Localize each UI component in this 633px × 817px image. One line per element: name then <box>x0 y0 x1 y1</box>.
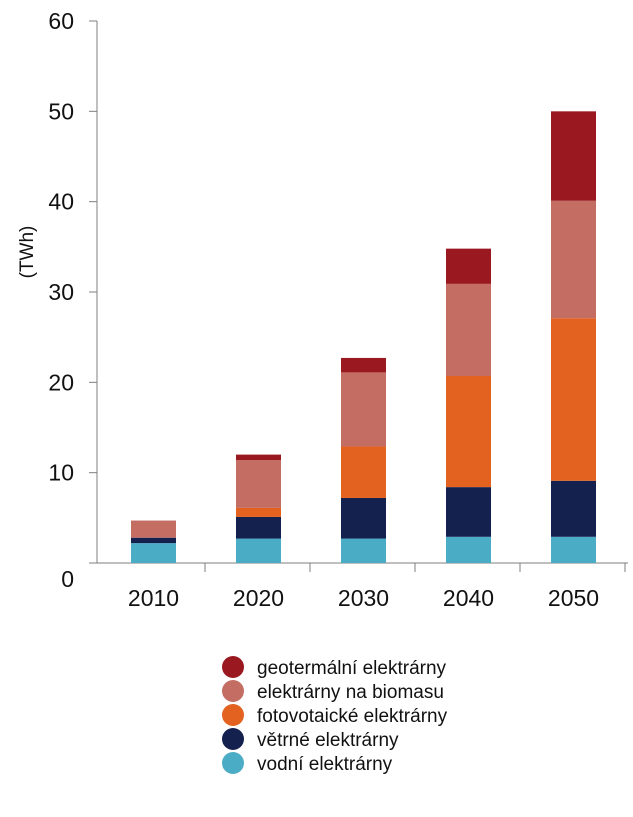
legend-marker <box>222 680 244 702</box>
bar-segment <box>341 357 386 373</box>
bar-segment <box>236 516 281 539</box>
y-tick-label: 30 <box>48 279 74 305</box>
bar-segment <box>551 536 596 563</box>
x-tick-label: 2020 <box>233 585 284 611</box>
bar-segment <box>341 372 386 447</box>
legend-label: elektrárny na biomasu <box>257 682 444 703</box>
bar-segment <box>446 283 491 377</box>
bar-segment <box>551 480 596 537</box>
bar-segment <box>341 538 386 563</box>
legend-label: geotermální elektrárny <box>257 658 447 679</box>
x-tick-label: 2030 <box>338 585 389 611</box>
bar-segment <box>551 111 596 201</box>
bar-segment <box>341 497 386 539</box>
bar-segment <box>131 537 176 544</box>
y-tick-label: 40 <box>48 189 74 215</box>
legend-marker <box>222 728 244 750</box>
legend-label: vodní elektrárny <box>257 754 393 775</box>
legend-marker <box>222 752 244 774</box>
bar-segment <box>446 536 491 563</box>
bar-segment <box>446 487 491 537</box>
y-tick-label: 50 <box>48 98 74 124</box>
bar-segment <box>551 318 596 481</box>
legend-marker <box>222 704 244 726</box>
y-tick-label: 60 <box>48 8 74 34</box>
y-tick-label: 10 <box>48 460 74 486</box>
bar-segment <box>341 446 386 498</box>
bar-segment <box>551 200 596 319</box>
bar-segment <box>131 543 176 563</box>
y-axis-label: (TWh) <box>17 226 38 279</box>
bar-segment <box>131 520 176 538</box>
bar-segment <box>236 460 281 508</box>
bar-segment <box>446 248 491 284</box>
bar-segment <box>236 454 281 461</box>
legend-label: fotovotaické elektrárny <box>257 706 448 727</box>
x-tick-label: 2040 <box>443 585 494 611</box>
x-tick-label: 2050 <box>548 585 599 611</box>
bar-segment <box>236 538 281 563</box>
legend-label: větrné elektrárny <box>257 730 399 751</box>
bar-segment <box>236 507 281 517</box>
legend-marker <box>222 656 244 678</box>
x-tick-label: 2010 <box>128 585 179 611</box>
y-tick-label: 0 <box>61 566 74 592</box>
bar-segment <box>446 376 491 488</box>
y-tick-label: 20 <box>48 369 74 395</box>
